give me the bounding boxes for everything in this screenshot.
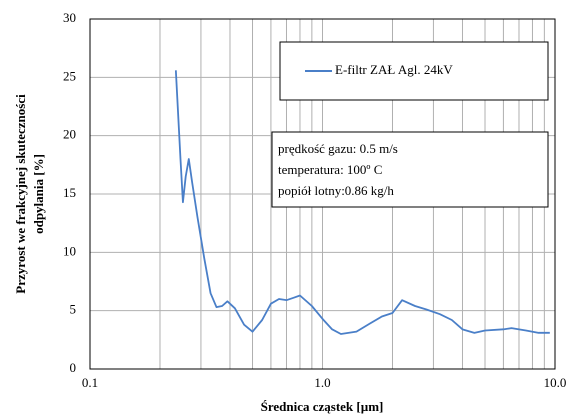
data-line	[174, 70, 550, 335]
y-tick-label: 10	[63, 243, 76, 258]
y-tick-label: 0	[70, 360, 77, 375]
y-tick-label: 20	[63, 127, 76, 142]
annotation: popiół lotny:0.86 kg/h	[278, 183, 394, 198]
y-tick-label: 30	[63, 10, 76, 25]
y-axis-label: Przyrost we frakcyjnej skuteczności	[13, 94, 28, 294]
annotation: prędkość gazu: 0.5 m/s	[278, 141, 398, 156]
legend-label: E-filtr ZAŁ Agl. 24kV	[335, 62, 453, 77]
annotation: temperatura: 100º C	[278, 162, 382, 177]
plot-frame	[89, 18, 556, 370]
y-axis-label: odpylania [%]	[31, 154, 46, 234]
x-axis-label: Średnica cząstek [µm]	[261, 399, 384, 414]
y-tick-label: 25	[63, 68, 76, 83]
y-tick-label: 5	[70, 302, 77, 317]
x-tick-label: 10.0	[544, 375, 567, 390]
y-tick-label: 15	[63, 185, 76, 200]
annotation-box	[271, 131, 549, 208]
x-tick-label: 0.1	[82, 375, 98, 390]
x-tick-label: 1.0	[314, 375, 330, 390]
